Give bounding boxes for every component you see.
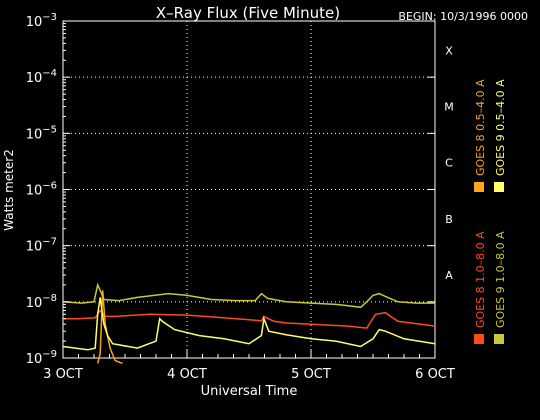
x-tick-label: 4 OCT bbox=[167, 367, 207, 382]
series-layer bbox=[62, 282, 436, 365]
legend-label: GOES 8 1.0–8.0 A bbox=[474, 231, 487, 328]
legend-label: GOES 9 0.5–4.0 A bbox=[494, 79, 507, 176]
y-tick-label: 10−8 bbox=[26, 293, 57, 311]
flare-class-label: M bbox=[444, 101, 454, 114]
y-tick-label: 10−4 bbox=[26, 68, 57, 86]
legend-label: GOES 9 1.0–8.0 A bbox=[494, 231, 507, 328]
legend-swatch bbox=[494, 334, 504, 344]
x-tick-label: 6 OCT bbox=[415, 367, 455, 382]
begin-date-label: BEGIN: 10/3/1996 0000 bbox=[398, 10, 528, 23]
x-tick-label: 5 OCT bbox=[291, 367, 331, 382]
flare-class-label: C bbox=[445, 157, 453, 170]
y-tick-label: 10−5 bbox=[26, 124, 57, 142]
flare-class-label: X bbox=[445, 44, 453, 57]
y-tick-label: 10−3 bbox=[26, 12, 57, 30]
legend-swatch bbox=[474, 182, 484, 192]
legend: GOES 8 1.0–8.0 A GOES 8 0.5–4.0 A GOES 9 1… bbox=[474, 79, 507, 344]
y-tick-label: 10−9 bbox=[26, 349, 57, 367]
y-tick-label: 10−6 bbox=[26, 181, 57, 199]
grid-lines bbox=[63, 21, 435, 358]
x-axis-label: Universal Time bbox=[201, 384, 298, 399]
flare-class-label: B bbox=[445, 213, 453, 226]
y-axis-label: Watts meter2 bbox=[2, 149, 16, 231]
legend-label: GOES 8 0.5–4.0 A bbox=[474, 79, 487, 176]
y-tick-label: 10−7 bbox=[26, 237, 57, 255]
chart-title: X–Ray Flux (Five Minute) bbox=[156, 4, 340, 22]
axes: 10−9 10−8 10−7 10−6 10−5 10−4 10−3 3 OCT 4 OCT 5 … bbox=[26, 12, 455, 382]
flare-class-label: A bbox=[445, 269, 453, 282]
series-line bbox=[96, 290, 123, 365]
x-tick-label: 3 OCT bbox=[43, 367, 83, 382]
legend-swatch bbox=[494, 182, 504, 192]
legend-swatch bbox=[474, 334, 484, 344]
series-line bbox=[62, 282, 435, 309]
series-line bbox=[62, 297, 436, 351]
